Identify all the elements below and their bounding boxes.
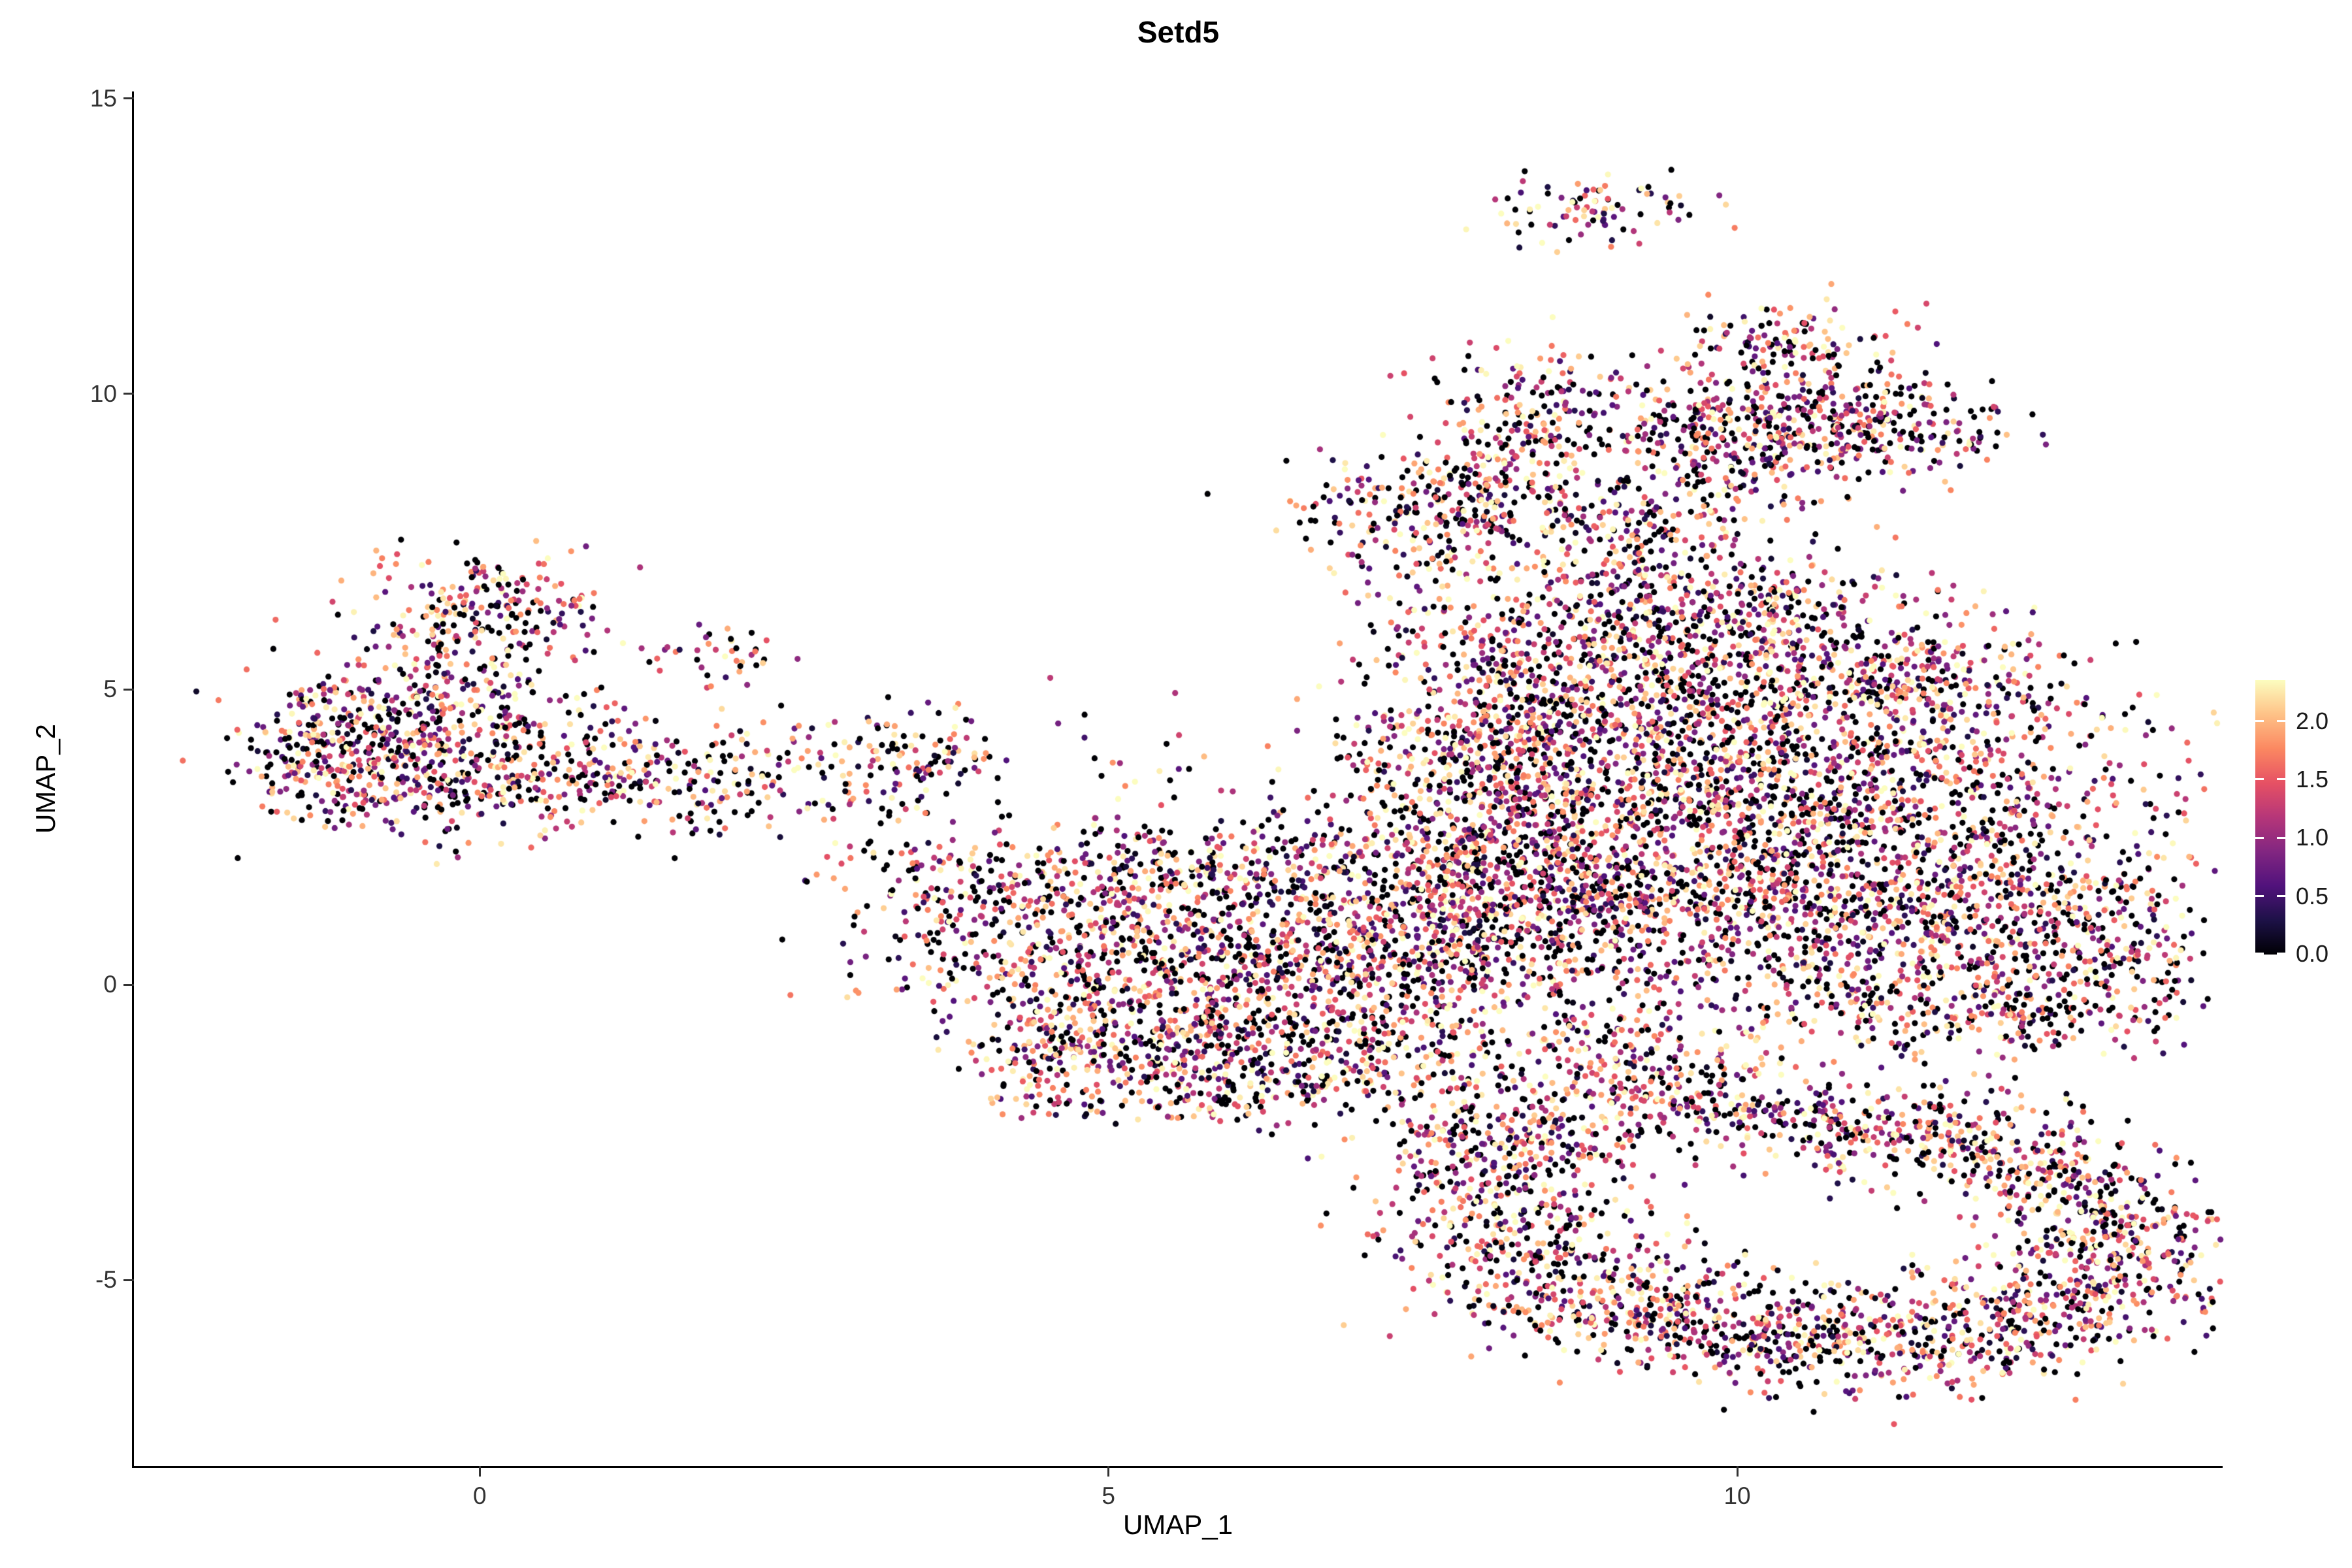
y-tick-label: 5 bbox=[103, 676, 117, 703]
legend-tick-label: 0.0 bbox=[2296, 939, 2329, 967]
legend-tick-mark bbox=[2277, 953, 2285, 955]
legend-tick-mark bbox=[2255, 720, 2264, 723]
legend-tick-mark bbox=[2277, 778, 2285, 781]
x-axis-line bbox=[133, 1466, 2223, 1468]
y-tick-mark bbox=[123, 983, 134, 986]
color-legend: 2.0 1.5 1.0 0.5 0.0 bbox=[2255, 680, 2352, 968]
legend-tick-mark bbox=[2277, 895, 2285, 898]
x-tick-label: 10 bbox=[1723, 1482, 1751, 1509]
x-tick-mark bbox=[478, 1466, 481, 1477]
x-axis-title: UMAP_1 bbox=[1122, 1509, 1233, 1540]
legend-tick-mark bbox=[2277, 836, 2285, 839]
plot-title: Setd5 bbox=[1137, 15, 1220, 49]
legend-tick-label: 0.5 bbox=[2296, 882, 2329, 909]
y-tick-mark bbox=[123, 688, 134, 691]
y-tick-label: 0 bbox=[103, 971, 117, 998]
legend-tick-mark bbox=[2255, 953, 2264, 955]
legend-tick-label: 2.0 bbox=[2296, 707, 2329, 734]
plot-panel bbox=[132, 91, 2223, 1468]
y-tick-mark bbox=[123, 97, 134, 100]
x-tick-label: 0 bbox=[473, 1482, 487, 1509]
y-tick-mark bbox=[123, 393, 134, 395]
y-tick-label: 10 bbox=[90, 380, 117, 407]
y-axis-line bbox=[132, 91, 134, 1468]
legend-tick-mark bbox=[2255, 895, 2264, 898]
legend-tick-mark bbox=[2255, 778, 2264, 781]
y-tick-mark bbox=[123, 1279, 134, 1281]
legend-tick-label: 1.5 bbox=[2296, 765, 2329, 792]
x-tick-mark bbox=[1107, 1466, 1110, 1477]
y-axis-title: UMAP_2 bbox=[30, 723, 61, 834]
legend-tick-mark bbox=[2255, 836, 2264, 839]
legend-tick-mark bbox=[2277, 720, 2285, 723]
x-tick-mark bbox=[1736, 1466, 1739, 1477]
legend-tick-label: 1.0 bbox=[2296, 824, 2329, 851]
x-tick-label: 5 bbox=[1102, 1482, 1115, 1509]
y-tick-label: -5 bbox=[95, 1266, 117, 1294]
y-tick-label: 15 bbox=[90, 84, 117, 112]
legend-gradient-bar bbox=[2255, 680, 2285, 955]
